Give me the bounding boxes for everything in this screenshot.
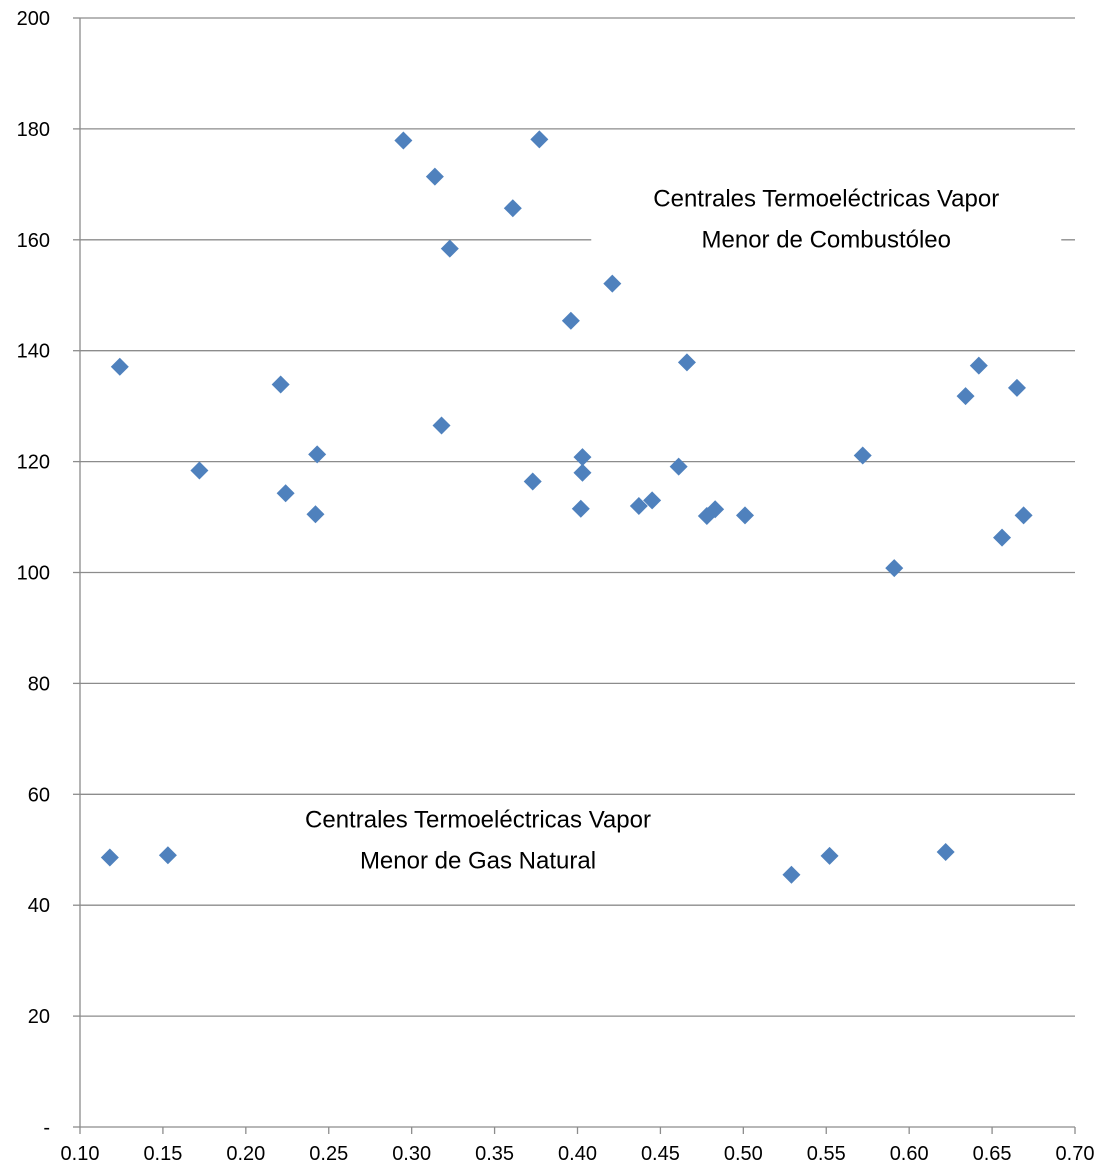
y-tick-label: - (43, 1117, 50, 1139)
y-tick-label: 160 (17, 230, 50, 252)
data-point (433, 417, 451, 435)
data-point (426, 168, 444, 186)
data-point (190, 461, 208, 479)
x-tick-label: 0.45 (641, 1143, 680, 1165)
data-point (736, 506, 754, 524)
data-point (111, 358, 129, 376)
data-point (277, 484, 295, 502)
data-point (394, 132, 412, 150)
y-tick-label: 200 (17, 8, 50, 30)
x-tick-label: 0.35 (475, 1143, 514, 1165)
annotation-text-line: Menor de Gas Natural (360, 847, 596, 874)
x-tick-label: 0.25 (309, 1143, 348, 1165)
x-tick-label: 0.65 (973, 1143, 1012, 1165)
y-tick-label: 140 (17, 341, 50, 363)
data-point (937, 843, 955, 861)
annotation-text-line: Centrales Termoeléctricas Vapor (653, 185, 999, 212)
data-point (885, 559, 903, 577)
data-point (957, 387, 975, 405)
y-axis-tick-labels: - 20 40 60 80 100 120 140 160 180 200 (17, 8, 50, 1139)
data-point (101, 849, 119, 867)
annotation-1: Centrales Termoeléctricas Vapor Menor de … (243, 795, 713, 889)
y-tick-label: 100 (17, 563, 50, 585)
data-point (308, 445, 326, 463)
data-point (530, 130, 548, 148)
x-tick-label: 0.10 (61, 1143, 100, 1165)
data-point (670, 458, 688, 476)
data-point (159, 846, 177, 864)
annotation-text-line: Centrales Termoeléctricas Vapor (305, 806, 651, 833)
data-point (821, 847, 839, 865)
data-point (573, 464, 591, 482)
data-point (441, 240, 459, 258)
y-tick-label: 60 (28, 784, 50, 806)
data-point (573, 448, 591, 466)
y-tick-label: 120 (17, 452, 50, 474)
x-tick-label: 0.55 (807, 1143, 846, 1165)
annotation-0: Centrales Termoeléctricas Vapor Menor de … (591, 174, 1061, 268)
data-point (1015, 506, 1033, 524)
data-point (572, 500, 590, 518)
data-point (524, 473, 542, 491)
x-tick-label: 0.50 (724, 1143, 763, 1165)
data-point (603, 275, 621, 293)
x-tick-label: 0.70 (1056, 1143, 1095, 1165)
x-tick-label: 0.40 (558, 1143, 597, 1165)
x-axis-tick-labels: 0.10 0.15 0.20 0.25 0.30 0.35 0.40 0.45 0.50 0.55… (61, 1143, 1095, 1165)
y-tick-label: 80 (28, 673, 50, 695)
annotation-text-line: Menor de Combustóleo (702, 226, 951, 253)
y-tick-label: 40 (28, 895, 50, 917)
x-tick-label: 0.60 (890, 1143, 929, 1165)
data-point (970, 357, 988, 375)
x-tick-label: 0.20 (226, 1143, 265, 1165)
data-point (272, 376, 290, 394)
x-tick-label: 0.30 (392, 1143, 431, 1165)
data-point (993, 529, 1011, 547)
y-tick-label: 180 (17, 119, 50, 141)
data-point (562, 312, 580, 330)
data-point (306, 505, 324, 523)
annotations: Centrales Termoeléctricas Vapor Menor de … (243, 174, 1061, 889)
data-point (678, 353, 696, 371)
y-tick-label: 20 (28, 1006, 50, 1028)
data-point (504, 199, 522, 217)
data-point (1008, 379, 1026, 397)
x-tick-label: 0.15 (143, 1143, 182, 1165)
data-point (782, 866, 800, 884)
